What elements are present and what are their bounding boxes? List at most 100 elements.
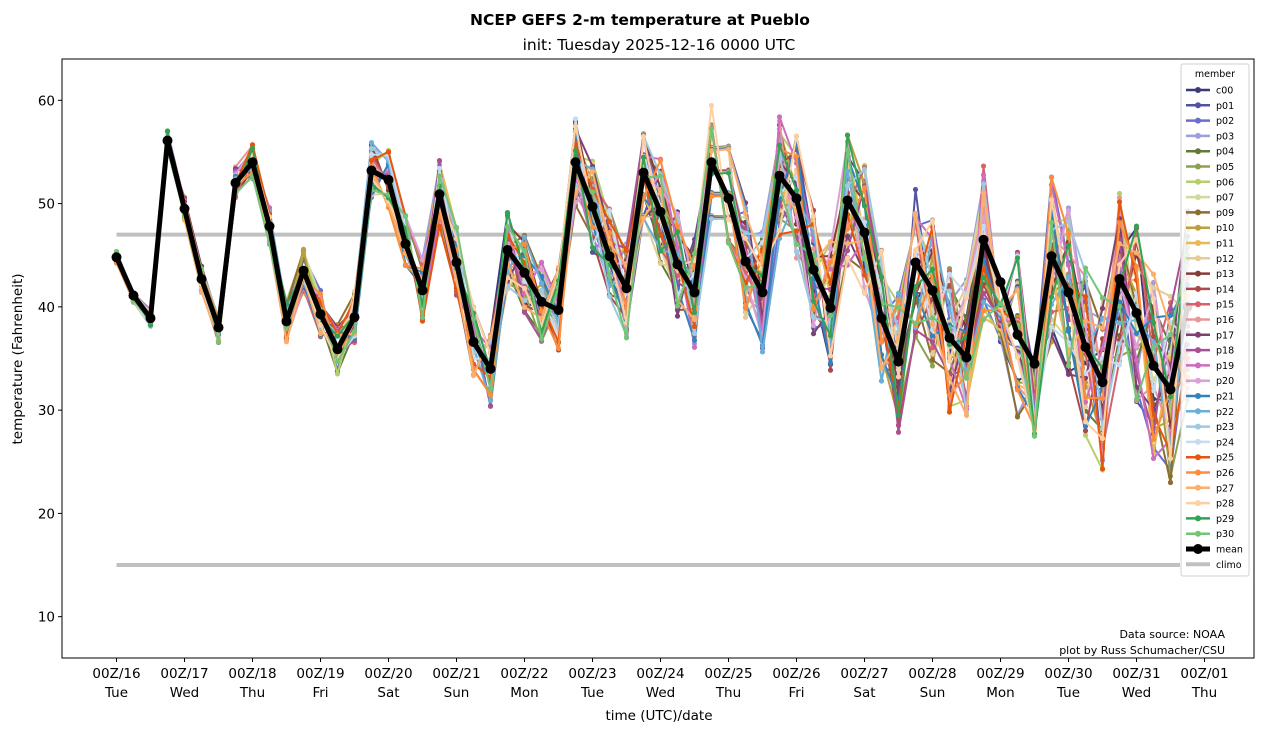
mean-point xyxy=(366,165,377,176)
member-point xyxy=(1116,261,1123,268)
member-point xyxy=(895,290,902,296)
member-point xyxy=(980,274,987,281)
mean-point xyxy=(1165,384,1176,395)
member-point xyxy=(946,409,953,415)
legend-item-p27: p27 xyxy=(1186,483,1234,494)
legend-item-p25: p25 xyxy=(1186,453,1234,464)
member-point xyxy=(419,257,426,263)
plot-frame xyxy=(61,58,1255,659)
member-point xyxy=(793,133,800,139)
mean-point xyxy=(553,304,564,315)
member-point xyxy=(674,313,681,319)
x-axis-label: time (UTC)/date xyxy=(605,708,712,724)
member-point xyxy=(844,255,851,261)
member-point xyxy=(691,344,698,350)
legend-marker xyxy=(1195,423,1201,430)
x-tick-day-label: Fri xyxy=(788,685,804,701)
legend-marker xyxy=(1195,178,1201,185)
legend-label: p28 xyxy=(1216,499,1234,510)
legend-marker xyxy=(1195,87,1201,93)
legend-marker xyxy=(1195,362,1201,369)
member-point xyxy=(1048,219,1055,225)
member-point xyxy=(946,288,953,294)
member-point xyxy=(691,309,698,316)
member-point xyxy=(436,223,443,229)
x-tick-day-label: Tue xyxy=(580,685,604,701)
mean-point xyxy=(689,287,700,298)
x-tick-day-label: Thu xyxy=(1191,685,1217,701)
member-point xyxy=(538,266,545,272)
legend-label: p12 xyxy=(1216,254,1234,265)
member-point xyxy=(657,248,664,254)
mean-point xyxy=(247,157,258,168)
mean-point xyxy=(1080,342,1091,353)
mean-point xyxy=(604,251,615,262)
member-point xyxy=(470,316,477,322)
member-point xyxy=(912,247,919,253)
member-point xyxy=(929,333,936,339)
member-point xyxy=(810,213,817,219)
y-tick-label: 50 xyxy=(38,197,55,213)
member-point xyxy=(691,316,698,323)
member-point xyxy=(827,367,834,373)
x-tick-day-label: Mon xyxy=(986,685,1014,701)
member-point xyxy=(1099,466,1106,472)
legend-item-p09: p09 xyxy=(1186,208,1234,219)
member-point xyxy=(878,248,885,254)
member-point xyxy=(1082,318,1089,324)
legend-item-p21: p21 xyxy=(1186,392,1234,403)
mean-point xyxy=(315,309,326,320)
legend-label: p04 xyxy=(1216,147,1234,158)
legend-label: p26 xyxy=(1216,468,1234,479)
member-point xyxy=(1082,370,1089,377)
member-point xyxy=(810,298,817,304)
legend-label: c00 xyxy=(1216,86,1233,97)
member-point xyxy=(504,224,511,230)
member-point xyxy=(861,166,868,173)
x-tick-day-label: Tue xyxy=(104,685,128,701)
member-point xyxy=(708,126,715,132)
member-point xyxy=(606,293,613,300)
legend-item-c00: c00 xyxy=(1186,86,1233,97)
legend-item-p23: p23 xyxy=(1186,422,1234,433)
member-point xyxy=(317,291,324,297)
x-tick-day-label: Thu xyxy=(715,685,741,701)
member-point xyxy=(946,358,953,365)
member-point xyxy=(844,248,851,254)
x-tick-label: 00Z/23 xyxy=(568,666,616,682)
member-point xyxy=(317,322,324,328)
member-point xyxy=(844,147,851,153)
mean-point xyxy=(502,245,513,256)
credit-annotation: plot by Russ Schumacher/CSU xyxy=(1059,644,1225,657)
climo-lines xyxy=(116,232,1180,568)
mean-point xyxy=(910,257,921,268)
x-tick-day-label: Wed xyxy=(646,685,675,701)
x-tick-label: 00Z/25 xyxy=(704,666,752,682)
member-point xyxy=(657,173,664,179)
mean-point xyxy=(1097,377,1108,388)
member-point xyxy=(640,154,647,160)
mean-point xyxy=(672,259,683,270)
member-point xyxy=(538,259,545,265)
member-point xyxy=(1099,345,1106,352)
member-point xyxy=(215,339,222,345)
member-point xyxy=(1082,423,1089,429)
legend-marker xyxy=(1195,163,1201,170)
mean-point xyxy=(485,363,496,374)
member-point xyxy=(827,360,834,366)
member-point xyxy=(538,287,545,293)
member-point xyxy=(895,297,902,303)
legend-label: p05 xyxy=(1216,162,1234,173)
member-point xyxy=(895,412,902,418)
member-point xyxy=(844,183,851,189)
member-point xyxy=(1099,435,1106,442)
member-point xyxy=(1065,219,1072,225)
member-point xyxy=(538,280,545,286)
member-point xyxy=(861,272,868,278)
mean-point xyxy=(638,167,649,178)
member-point xyxy=(1116,190,1123,197)
mean-point xyxy=(332,344,343,355)
member-point xyxy=(929,339,936,345)
y-tick-label: 10 xyxy=(38,610,55,626)
member-point xyxy=(946,375,953,381)
